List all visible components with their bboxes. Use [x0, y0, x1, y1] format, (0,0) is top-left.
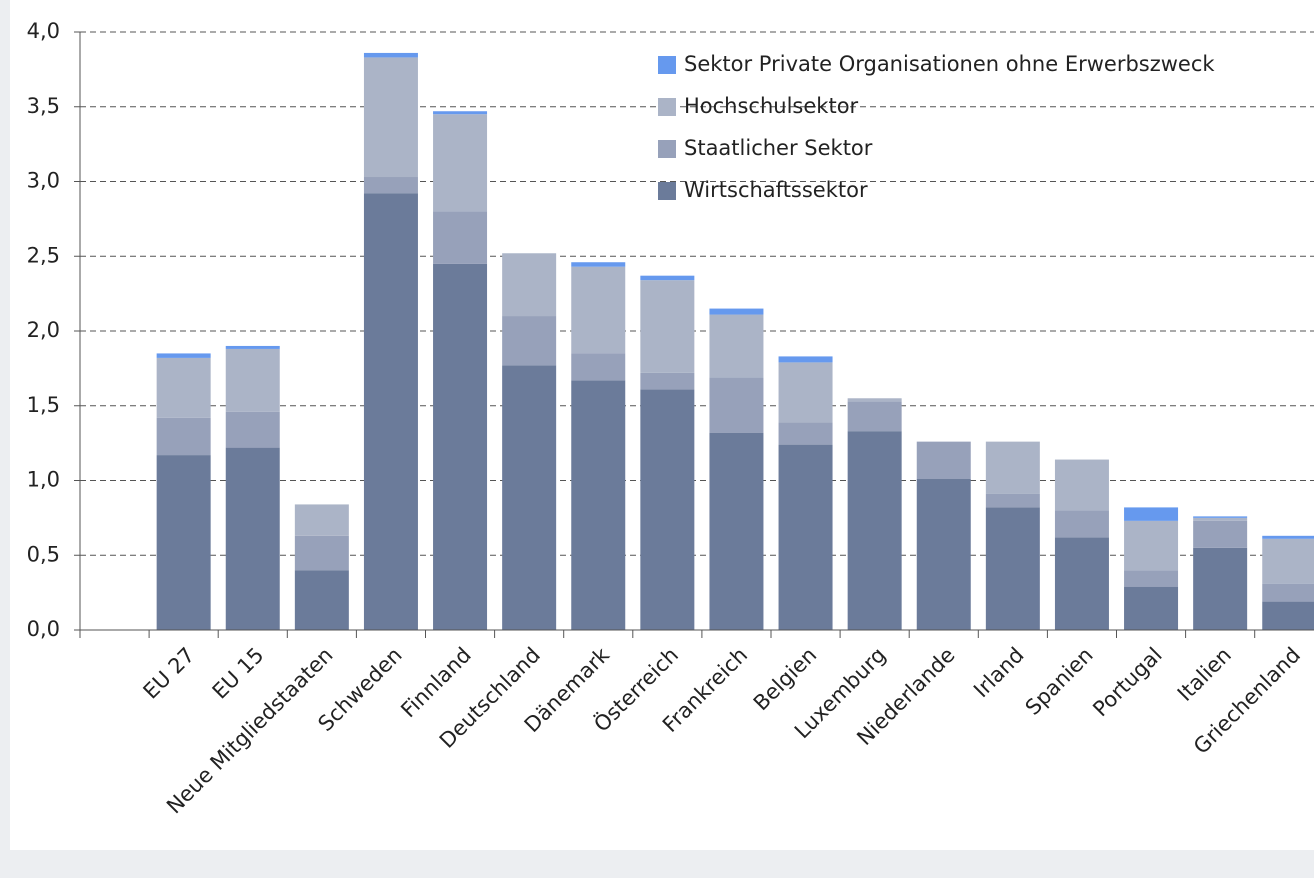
bar-segment: [156, 357, 211, 418]
bar-segment: [156, 455, 211, 630]
bar-segment: [778, 422, 833, 445]
legend-swatch: [658, 140, 676, 158]
bar-segment: [1193, 516, 1248, 518]
bar-segment: [363, 52, 418, 58]
bar-segment: [1262, 538, 1314, 584]
legend-swatch: [658, 56, 676, 74]
bar-segment: [778, 444, 833, 630]
bar-segment: [847, 401, 902, 432]
bar-segment: [363, 57, 418, 178]
bar-segment: [916, 441, 971, 480]
bar-segment: [778, 356, 833, 363]
bar-segment: [571, 266, 626, 354]
bar-segment: [433, 263, 488, 630]
bar-segment: [225, 411, 280, 448]
bar-segment: [363, 177, 418, 194]
bar-segment: [1124, 570, 1179, 587]
bar-segment: [571, 262, 626, 267]
legend-label: Wirtschaftssektor: [684, 178, 868, 202]
bar-segment: [778, 362, 833, 423]
legend-swatch: [658, 182, 676, 200]
bar-segment: [1193, 547, 1248, 630]
bar-segment: [433, 211, 488, 264]
y-tick-label: 1,5: [27, 393, 60, 417]
bar-segment: [225, 345, 280, 349]
bar-segment: [363, 193, 418, 630]
bar-segment: [225, 348, 280, 412]
bar-segment: [502, 253, 557, 317]
bar-segment: [709, 314, 764, 378]
bar-segment: [916, 479, 971, 630]
bar-segment: [709, 432, 764, 630]
bar-segment: [156, 417, 211, 456]
bar-segment: [294, 570, 349, 630]
bar-segment: [847, 398, 902, 402]
bar-segment: [571, 380, 626, 630]
bar-segment: [502, 316, 557, 366]
legend-label: Sektor Private Organisationen ohne Erwer…: [684, 52, 1215, 76]
y-tick-label: 3,5: [27, 94, 60, 118]
bar-segment: [1262, 601, 1314, 630]
bar-segment: [847, 431, 902, 630]
y-tick-label: 0,0: [27, 617, 60, 641]
y-tick-label: 2,5: [27, 243, 60, 267]
bar-segment: [985, 441, 1040, 494]
bar-segment: [502, 365, 557, 630]
bar-segment: [1193, 517, 1248, 521]
legend-swatch: [658, 98, 676, 116]
y-tick-label: 3,0: [27, 169, 60, 193]
y-tick-label: 4,0: [27, 19, 60, 43]
bar-segment: [571, 353, 626, 381]
bar-segment: [294, 504, 349, 536]
bar-segment: [640, 389, 695, 630]
bar-segment: [156, 353, 211, 358]
y-tick-label: 1,0: [27, 468, 60, 492]
bar-segment: [640, 275, 695, 281]
legend-label: Hochschulsektor: [684, 94, 859, 118]
bar-segment: [1054, 510, 1109, 538]
bar-segment: [294, 535, 349, 571]
bar-segment: [985, 507, 1040, 630]
bar-segment: [433, 111, 488, 115]
bar-segment: [709, 377, 764, 433]
bar-segment: [985, 493, 1040, 508]
bar-segment: [1124, 586, 1179, 630]
y-tick-label: 2,0: [27, 318, 60, 342]
legend-label: Staatlicher Sektor: [684, 136, 873, 160]
bar-segment: [433, 114, 488, 212]
y-tick-label: 0,5: [27, 542, 60, 566]
bar-segment: [1262, 583, 1314, 602]
bar-segment: [1054, 537, 1109, 630]
bar-segment: [1124, 520, 1179, 571]
bar-segment: [1124, 507, 1179, 521]
bar-segment: [1054, 459, 1109, 511]
bar-segment: [640, 280, 695, 373]
bar-segment: [1193, 520, 1248, 548]
bar-segment: [1262, 535, 1314, 539]
bar-segment: [640, 372, 695, 390]
bar-segment: [709, 308, 764, 315]
bar-segment: [225, 447, 280, 630]
